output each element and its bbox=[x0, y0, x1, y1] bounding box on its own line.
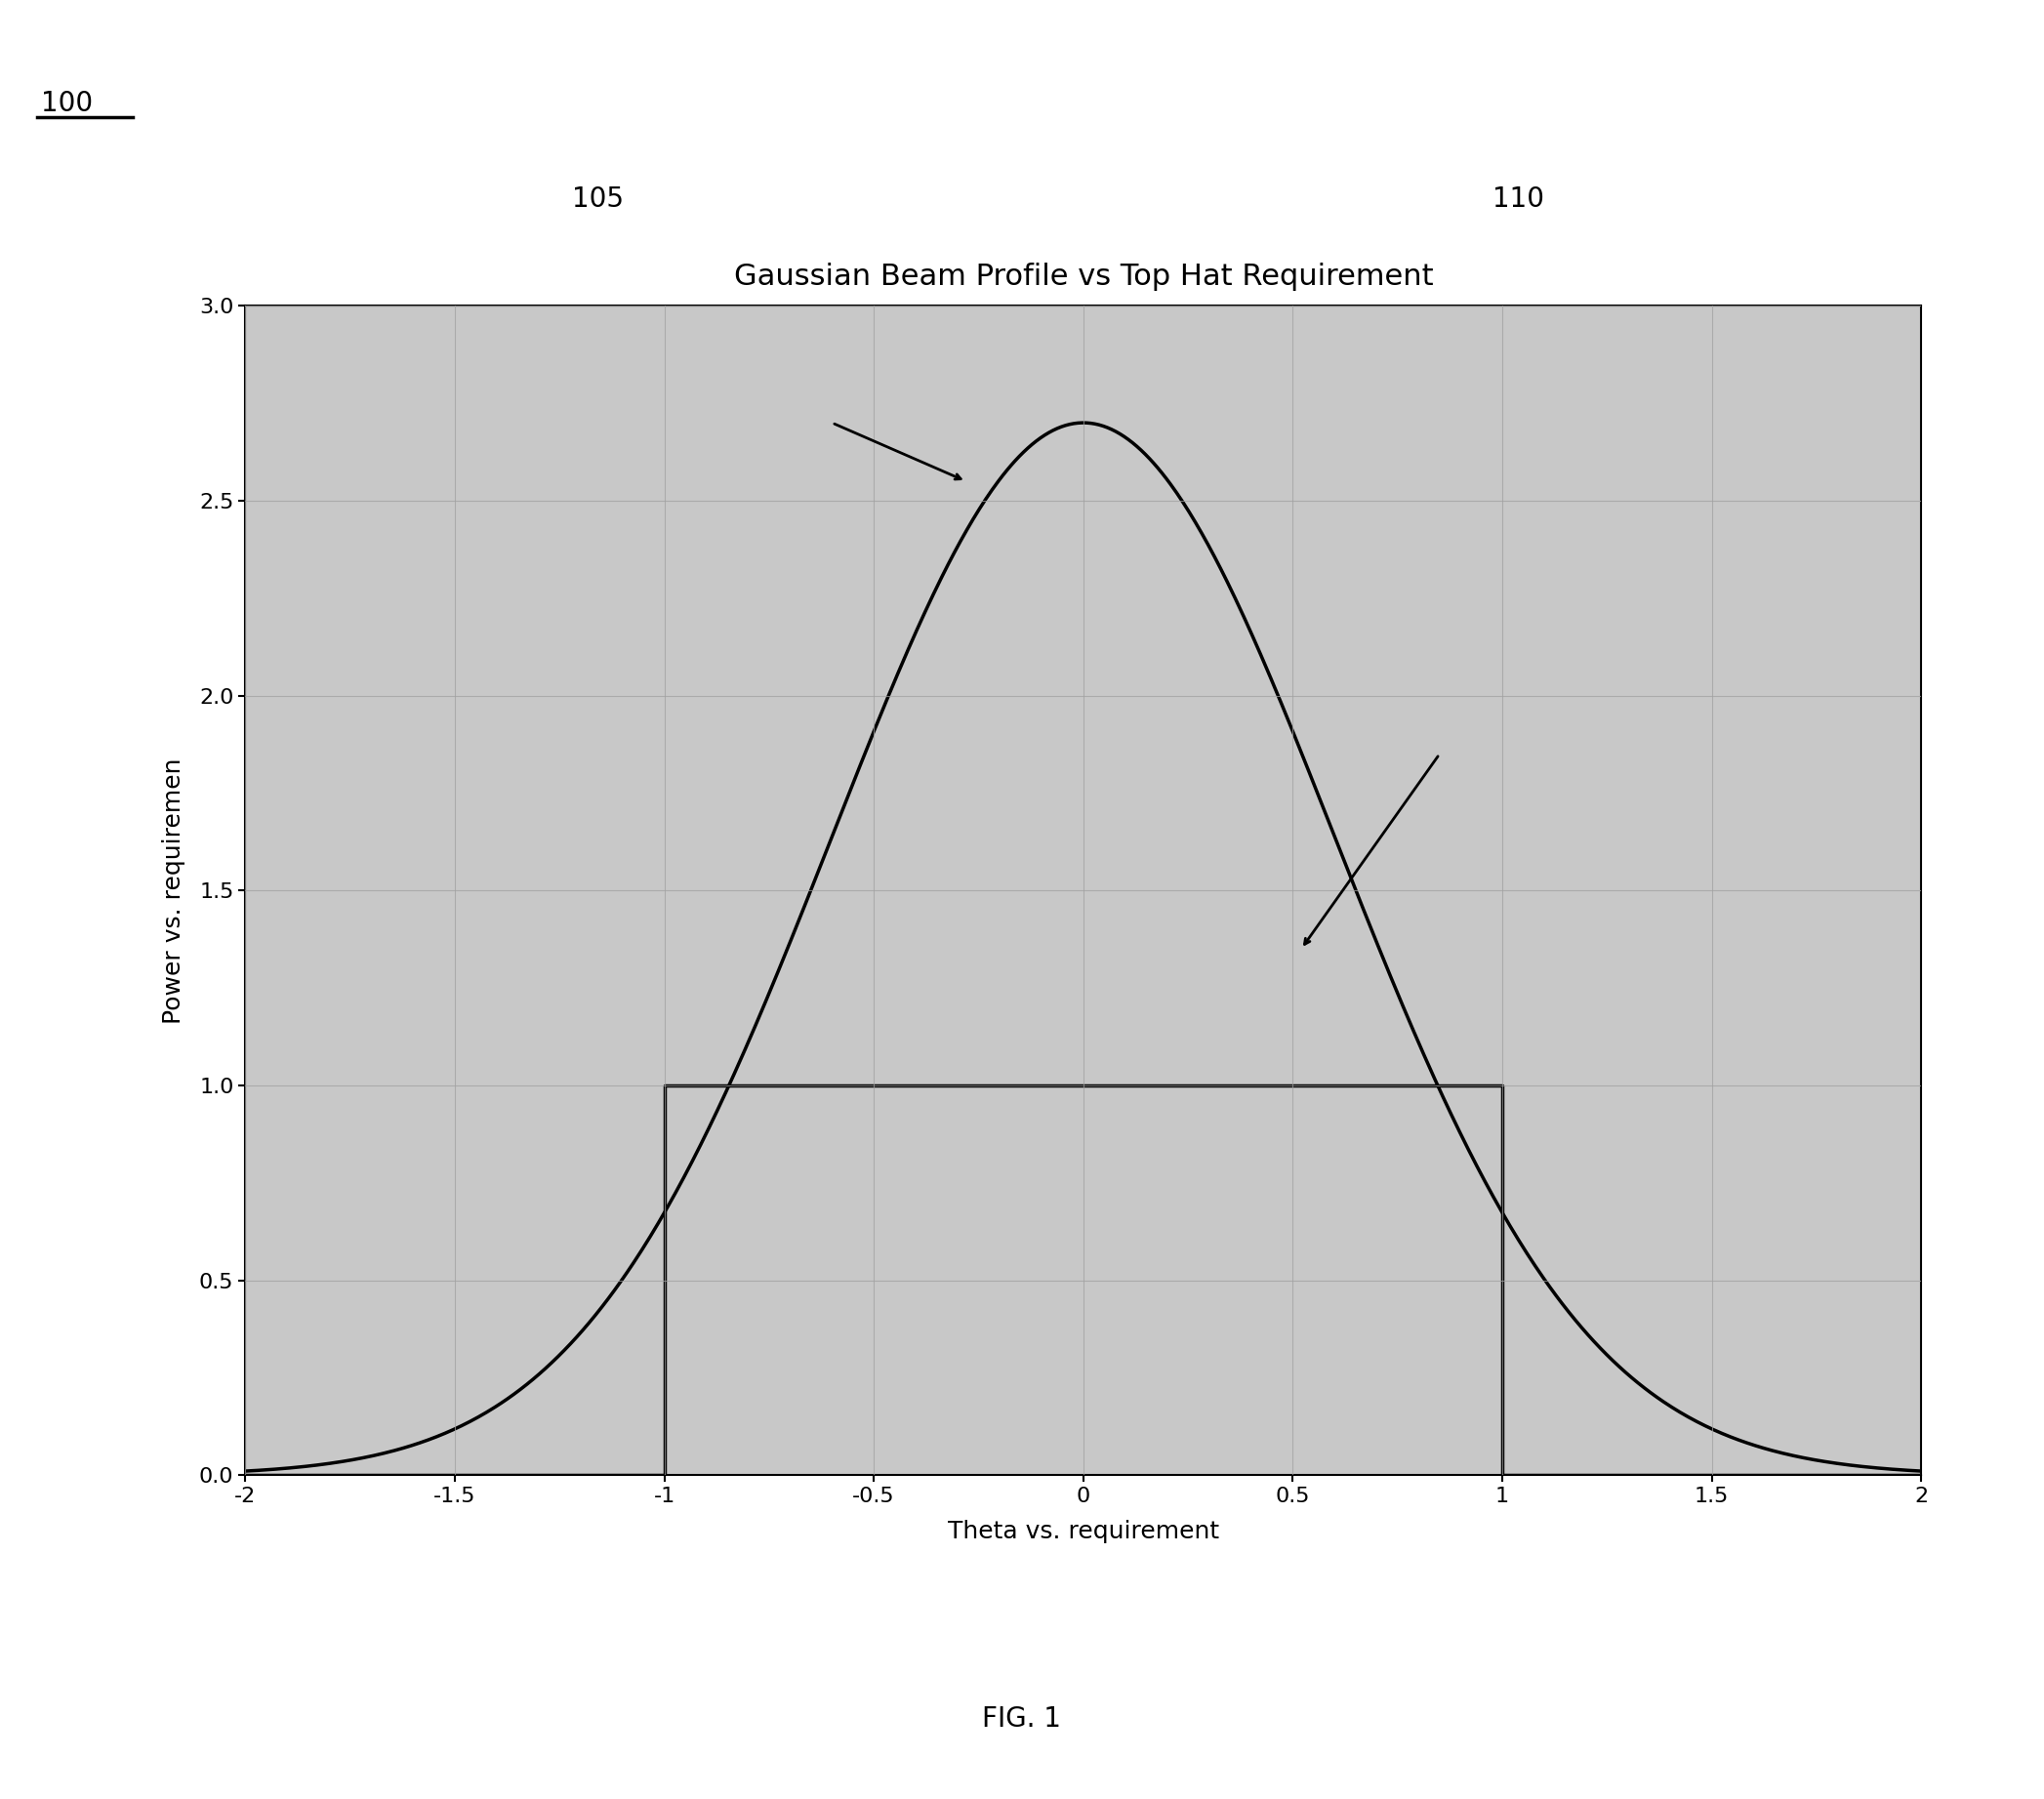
Text: 105: 105 bbox=[572, 185, 623, 212]
Text: 110: 110 bbox=[1492, 185, 1543, 212]
X-axis label: Theta vs. requirement: Theta vs. requirement bbox=[948, 1520, 1218, 1544]
Text: FIG. 1: FIG. 1 bbox=[983, 1705, 1061, 1732]
Text: 100: 100 bbox=[41, 90, 92, 117]
Y-axis label: Power vs. requiremen: Power vs. requiremen bbox=[161, 757, 186, 1024]
Title: Gaussian Beam Profile vs Top Hat Requirement: Gaussian Beam Profile vs Top Hat Require… bbox=[734, 263, 1433, 291]
